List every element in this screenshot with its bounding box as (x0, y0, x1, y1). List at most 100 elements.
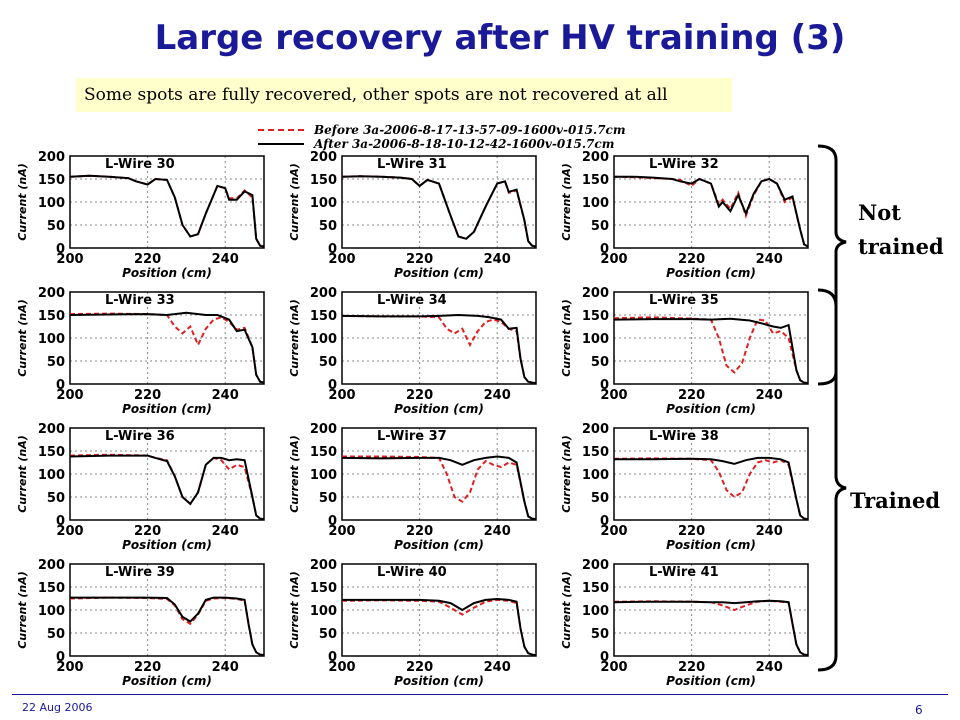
y-tick-label: 150 (310, 309, 337, 324)
y-tick-label: 200 (38, 286, 65, 301)
series-after-line (614, 175, 809, 248)
x-axis-label: Position (cm) (666, 266, 756, 280)
y-tick-label: 200 (310, 286, 337, 301)
y-tick-label: 50 (591, 627, 609, 642)
series-before-line (613, 599, 809, 657)
y-tick-label: 200 (310, 150, 337, 165)
panel-title: L-Wire 37 (377, 429, 447, 444)
x-tick-label: 200 (56, 388, 83, 403)
y-tick-label: 200 (582, 558, 609, 573)
y-tick-label: 50 (319, 491, 337, 506)
y-tick-label: 100 (582, 604, 609, 619)
y-tick-label: 200 (38, 558, 65, 573)
y-tick-label: 150 (38, 309, 65, 324)
series-after-line (342, 597, 537, 657)
x-tick-label: 240 (212, 524, 239, 539)
y-axis-label: Current (nA) (560, 571, 573, 649)
y-tick-label: 100 (582, 196, 609, 211)
x-tick-label: 200 (600, 660, 627, 675)
x-tick-label: 220 (678, 252, 705, 267)
legend-after-swatch (258, 143, 304, 145)
chart-legend: Before 3a-2006-8-17-13-57-09-1600v-015.7… (258, 123, 718, 151)
x-tick-label: 220 (678, 524, 705, 539)
y-axis-label: Current (nA) (16, 299, 29, 377)
legend-after-label: After 3a-2006-8-18-10-12-42-1600v-015.7c… (314, 137, 615, 151)
y-tick-label: 50 (47, 627, 65, 642)
y-tick-label: 200 (582, 286, 609, 301)
trained-label: Trained (850, 488, 941, 513)
series-after-line (341, 455, 537, 521)
y-axis-label: Current (nA) (288, 299, 301, 377)
panel-title: L-Wire 39 (105, 565, 175, 580)
y-tick-label: 150 (38, 445, 65, 460)
x-tick-label: 200 (56, 252, 83, 267)
page-title: Large recovery after HV training (3) (154, 18, 846, 58)
x-tick-label: 240 (756, 660, 783, 675)
panel-title: L-Wire 31 (377, 157, 447, 172)
y-tick-label: 150 (310, 445, 337, 460)
y-tick-label: 100 (310, 196, 337, 211)
x-axis-label: Position (cm) (394, 266, 484, 280)
x-tick-label: 200 (328, 660, 355, 675)
y-tick-label: 100 (310, 604, 337, 619)
y-tick-label: 50 (591, 219, 609, 234)
panel-title: L-Wire 35 (649, 293, 719, 308)
y-tick-label: 100 (38, 468, 65, 483)
y-tick-label: 0 (600, 514, 609, 529)
x-tick-label: 220 (134, 524, 161, 539)
y-tick-label: 100 (38, 196, 65, 211)
legend-before: Before 3a-2006-8-17-13-57-09-1600v-015.7… (258, 123, 718, 137)
y-tick-label: 200 (38, 150, 65, 165)
series-before-line (341, 598, 537, 657)
y-tick-label: 50 (47, 491, 65, 506)
y-tick-label: 200 (38, 422, 65, 437)
y-tick-label: 0 (328, 242, 337, 257)
y-tick-label: 0 (56, 378, 65, 393)
x-tick-label: 220 (406, 660, 433, 675)
not-trained-label: Not trained (858, 200, 944, 259)
x-axis-label: Position (cm) (666, 402, 756, 416)
y-tick-label: 150 (582, 581, 609, 596)
y-axis-label: Current (nA) (288, 435, 301, 513)
subtitle-banner: Some spots are fully recovered, other sp… (76, 78, 732, 112)
y-axis-label: Current (nA) (288, 571, 301, 649)
series-after-line (69, 311, 265, 384)
series-after-line (69, 454, 265, 521)
x-tick-label: 220 (134, 388, 161, 403)
x-tick-label: 220 (134, 252, 161, 267)
series-after-line (613, 317, 809, 385)
y-tick-label: 50 (591, 355, 609, 370)
y-tick-label: 0 (328, 378, 337, 393)
panel-title: L-Wire 32 (649, 157, 719, 172)
y-tick-label: 150 (582, 445, 609, 460)
y-tick-label: 200 (310, 558, 337, 573)
y-tick-label: 0 (600, 242, 609, 257)
x-tick-label: 220 (678, 660, 705, 675)
y-tick-label: 50 (319, 355, 337, 370)
x-tick-label: 200 (56, 524, 83, 539)
footer-date: 22 Aug 2006 (22, 701, 93, 714)
x-axis-label: Position (cm) (666, 674, 756, 688)
plot-frame (613, 563, 809, 657)
y-tick-label: 200 (582, 422, 609, 437)
y-tick-label: 100 (38, 332, 65, 347)
y-tick-label: 200 (582, 150, 609, 165)
y-tick-label: 0 (56, 242, 65, 257)
x-tick-label: 200 (328, 388, 355, 403)
x-tick-label: 240 (484, 660, 511, 675)
x-tick-label: 220 (678, 388, 705, 403)
y-tick-label: 100 (582, 332, 609, 347)
plot-frame (69, 291, 265, 385)
x-tick-label: 220 (134, 660, 161, 675)
legend-after: After 3a-2006-8-18-10-12-42-1600v-015.7c… (258, 137, 718, 151)
brace-trained (817, 288, 847, 672)
plot-frame (341, 427, 537, 521)
